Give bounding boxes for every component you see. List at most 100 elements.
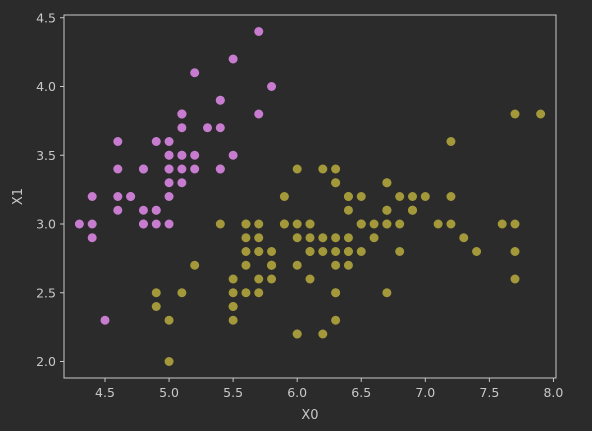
- scatter-point: [228, 274, 238, 284]
- scatter-point: [382, 288, 392, 298]
- scatter-point: [408, 192, 417, 201]
- points-layer: [74, 27, 546, 366]
- scatter-point: [446, 137, 456, 146]
- scatter-point: [203, 123, 212, 133]
- scatter-point: [382, 205, 392, 215]
- scatter-point: [241, 219, 251, 229]
- scatter-point: [177, 288, 187, 298]
- scatter-point: [113, 192, 123, 201]
- scatter-point: [177, 123, 187, 133]
- scatter-point: [215, 95, 225, 105]
- scatter-point: [113, 164, 123, 174]
- scatter-point: [138, 219, 148, 229]
- scatter-point: [536, 109, 546, 119]
- scatter-point: [228, 302, 238, 311]
- scatter-point: [472, 247, 482, 256]
- scatter-point: [343, 260, 353, 270]
- scatter-point: [177, 150, 187, 160]
- scatter-point: [151, 205, 161, 215]
- scatter-point: [279, 219, 289, 229]
- x-tick-label: 5.5: [223, 385, 243, 400]
- scatter-point: [305, 247, 315, 256]
- scatter-point: [369, 233, 379, 243]
- x-tick-label: 7.0: [415, 385, 435, 400]
- y-tick-label: 3.0: [36, 217, 56, 232]
- scatter-point: [190, 164, 200, 174]
- y-tick-label: 2.5: [36, 285, 56, 300]
- scatter-point: [87, 219, 97, 229]
- y-axis: 2.0 2.5 3.0 3.5 4.0 4.5: [36, 10, 64, 369]
- scatter-point: [267, 260, 277, 270]
- scatter-point: [241, 247, 251, 256]
- scatter-point: [459, 233, 469, 243]
- scatter-point: [254, 219, 264, 229]
- scatter-point: [215, 164, 225, 174]
- y-tick-label: 2.0: [36, 354, 56, 369]
- scatter-point: [190, 68, 200, 78]
- x-axis: 4.5 5.0 5.5 6.0 6.5 7.0 7.5 8.0: [95, 378, 563, 400]
- scatter-point: [164, 315, 174, 325]
- scatter-point: [87, 233, 97, 243]
- scatter-point: [331, 178, 341, 188]
- scatter-point: [497, 219, 507, 229]
- scatter-point: [510, 274, 520, 284]
- scatter-point: [113, 205, 123, 215]
- scatter-point: [292, 219, 302, 229]
- scatter-point: [215, 219, 225, 229]
- x-tick-label: 6.5: [351, 385, 371, 400]
- scatter-point: [356, 192, 366, 201]
- scatter-point: [510, 109, 520, 119]
- scatter-point: [164, 192, 174, 201]
- scatter-point: [177, 178, 187, 188]
- scatter-point: [190, 150, 200, 160]
- scatter-point: [395, 247, 405, 256]
- scatter-point: [228, 315, 238, 325]
- scatter-point: [100, 315, 110, 325]
- scatter-point: [356, 247, 366, 256]
- x-tick-label: 7.5: [479, 385, 499, 400]
- scatter-point: [318, 164, 328, 174]
- scatter-point: [356, 219, 366, 229]
- scatter-point: [318, 247, 328, 256]
- x-tick-label: 6.0: [287, 385, 307, 400]
- scatter-point: [151, 302, 161, 311]
- scatter-point: [343, 247, 353, 256]
- scatter-point: [228, 150, 238, 160]
- scatter-point: [254, 27, 264, 36]
- scatter-point: [164, 150, 174, 160]
- scatter-point: [292, 164, 302, 174]
- scatter-point: [241, 260, 251, 270]
- scatter-point: [433, 219, 443, 229]
- scatter-point: [305, 219, 315, 229]
- scatter-point: [369, 219, 379, 229]
- scatter-point: [420, 192, 430, 201]
- scatter-point: [164, 219, 174, 229]
- scatter-point: [267, 82, 277, 91]
- scatter-point: [382, 178, 392, 188]
- scatter-point: [74, 219, 84, 229]
- y-tick-label: 3.5: [36, 148, 56, 163]
- scatter-point: [241, 233, 251, 243]
- scatter-point: [279, 192, 289, 201]
- x-tick-label: 4.5: [95, 385, 115, 400]
- scatter-point: [292, 233, 302, 243]
- x-axis-label: X0: [301, 408, 318, 423]
- scatter-point: [446, 192, 456, 201]
- scatter-point: [382, 219, 392, 229]
- scatter-point: [254, 288, 264, 298]
- scatter-point: [343, 205, 353, 215]
- scatter-point: [241, 288, 251, 298]
- scatter-point: [343, 233, 353, 243]
- scatter-point: [343, 192, 353, 201]
- x-tick-label: 8.0: [543, 385, 563, 400]
- y-tick-label: 4.5: [36, 10, 56, 25]
- scatter-point: [510, 219, 520, 229]
- scatter-point: [87, 192, 97, 201]
- scatter-point: [164, 357, 174, 366]
- scatter-point: [408, 205, 417, 215]
- scatter-point: [267, 274, 277, 284]
- scatter-point: [331, 315, 341, 325]
- scatter-point: [267, 247, 277, 256]
- scatter-point: [138, 205, 148, 215]
